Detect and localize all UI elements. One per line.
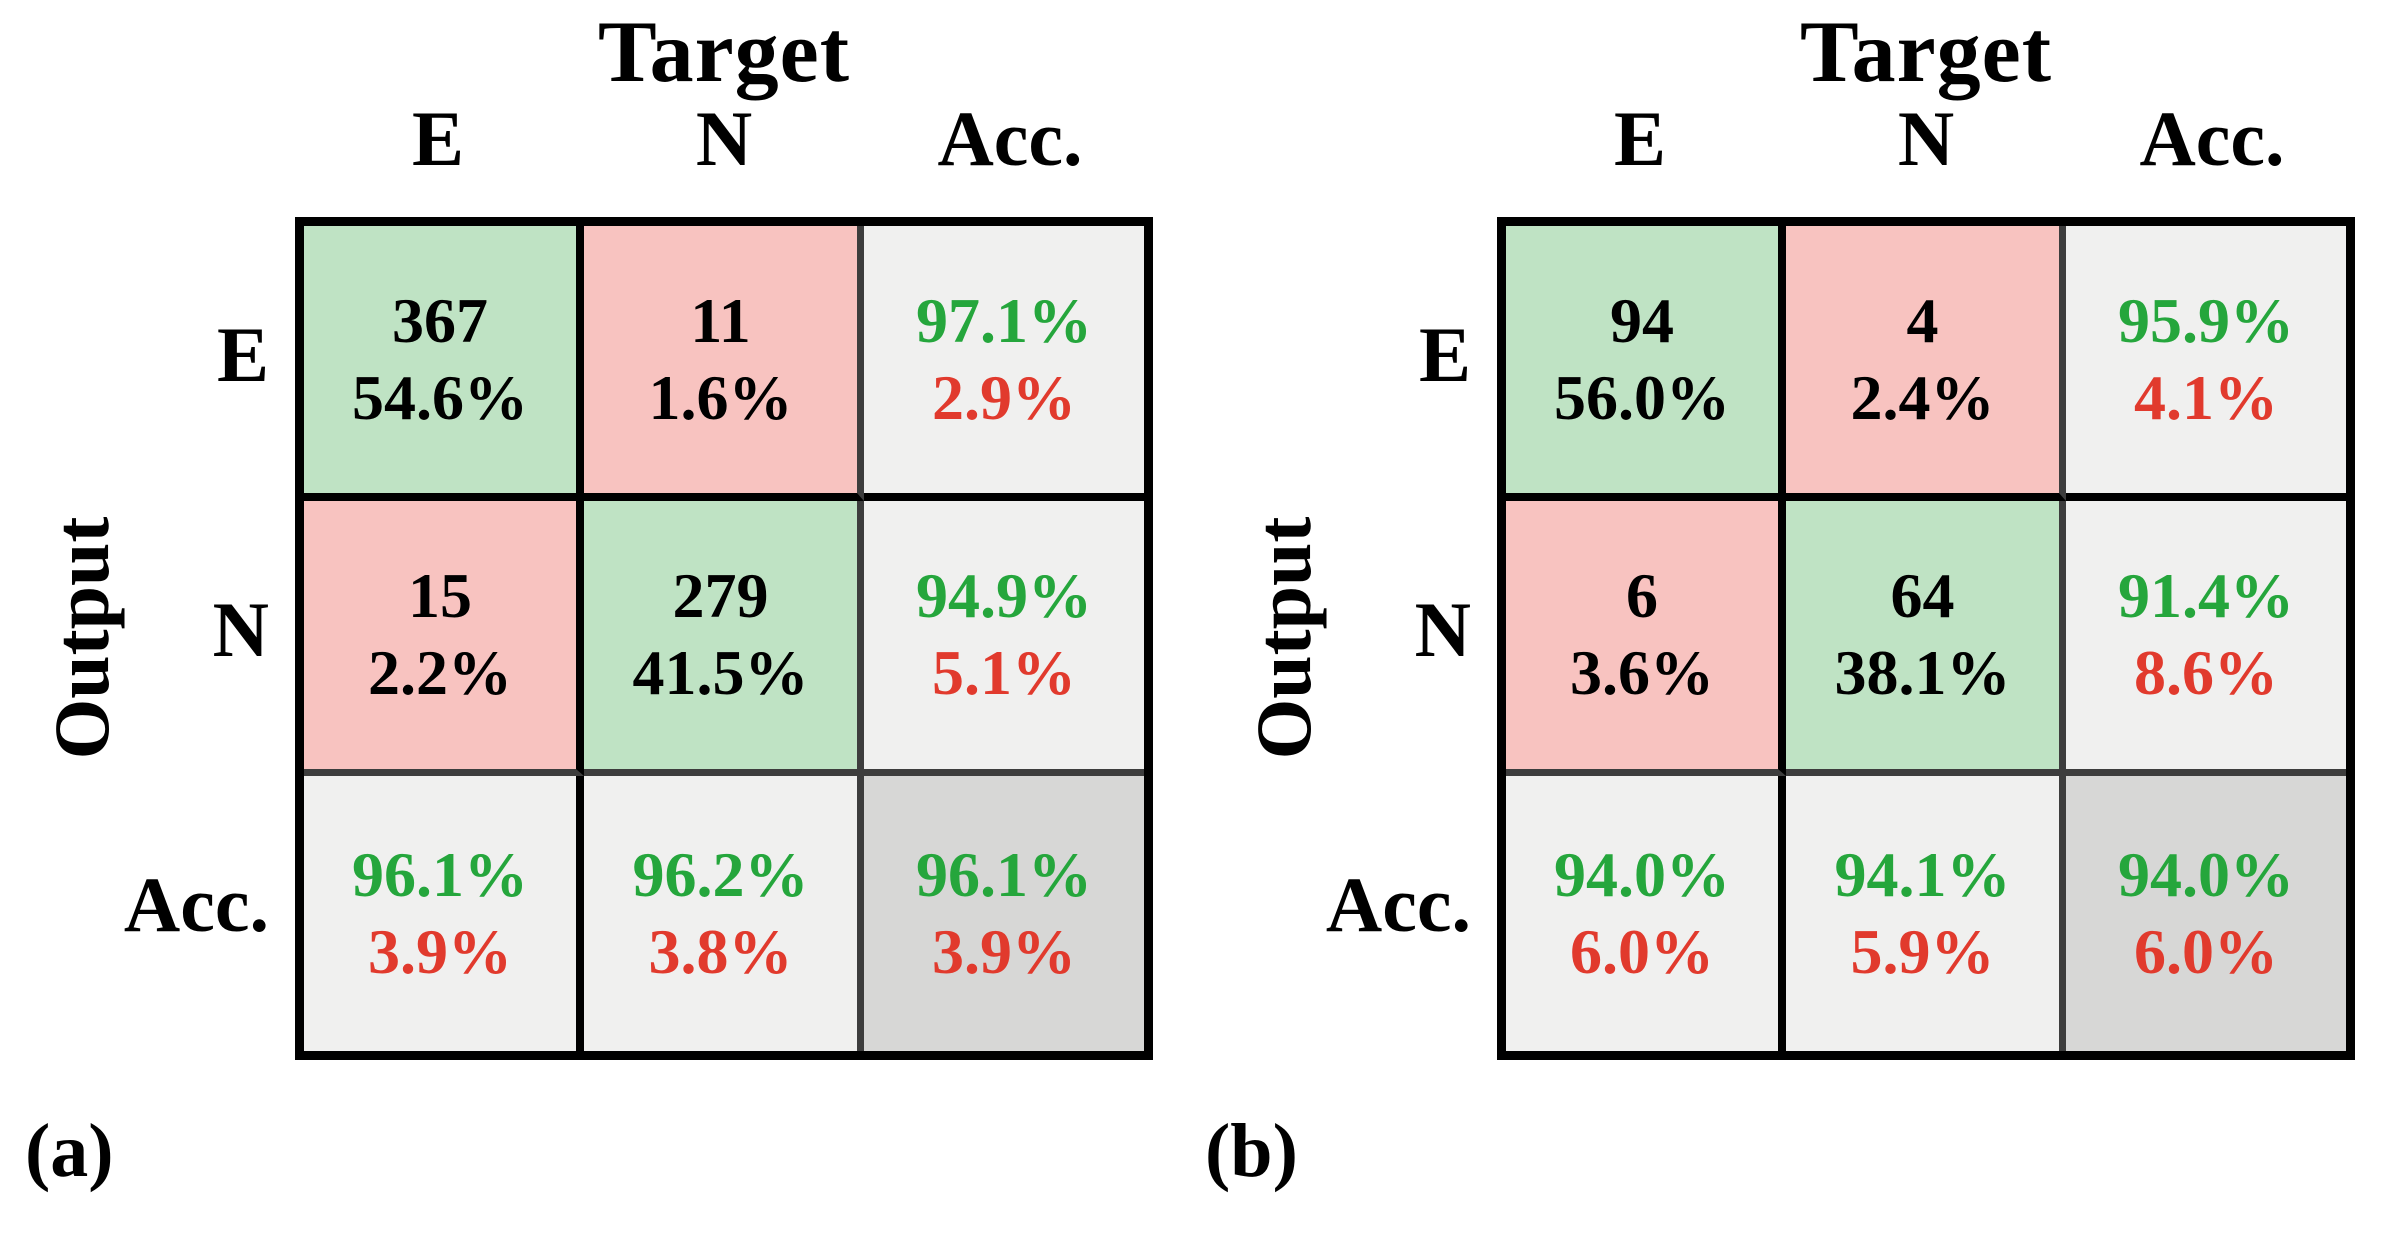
panel-b-cell-output-e-target-acc: 95.9% 4.1%	[2066, 226, 2346, 501]
panel-a-cell-output-e-target-e: 367 54.6%	[304, 226, 584, 501]
panel-b-caption: (b)	[1205, 1109, 1298, 1193]
panel-b-cell-output-e-target-n: 4 2.4%	[1786, 226, 2066, 501]
panel-b-col-header-n: N	[1897, 95, 1955, 182]
cell-value-line2: 54.6%	[352, 361, 528, 433]
panel-a-row-headers: E N Acc.	[110, 217, 285, 1042]
panel-a-target-title: Target	[597, 4, 851, 101]
cell-value-line2: 6.0%	[1570, 915, 1714, 987]
cell-value-line2: 3.9%	[368, 915, 512, 987]
panel-b-cell-output-acc-target-e: 94.0% 6.0%	[1506, 776, 1786, 1051]
panel-b-row-header-n: N	[1414, 585, 1471, 673]
panel-b-column-headers: E N Acc.	[1497, 100, 2355, 178]
cell-value-line2: 2.2%	[368, 637, 512, 708]
cell-value-line1: 11	[690, 284, 751, 356]
panel-a-confusion-matrix: 367 54.6% 11 1.6% 97.1% 2.9% 15 2.2% 279 41.5% 94.…	[295, 217, 1153, 1060]
cell-value-line1: 367	[392, 284, 488, 356]
panel-b-cell-output-e-target-e: 94 56.0%	[1506, 226, 1786, 501]
cell-value-line2: 41.5%	[632, 637, 809, 708]
cell-value-line1: 4	[1906, 284, 1939, 356]
cell-value-line1: 97.1%	[916, 284, 1092, 356]
panel-b-cell-output-n-target-acc: 91.4% 8.6%	[2066, 501, 2346, 776]
panel-a-cell-output-e-target-n: 11 1.6%	[584, 226, 864, 501]
panel-a-cell-output-n-target-acc: 94.9% 5.1%	[864, 501, 1144, 776]
panel-b-row-headers: E N Acc.	[1312, 217, 1487, 1042]
cell-value-line1: 96.1%	[916, 838, 1092, 910]
cell-value-line2: 3.9%	[932, 915, 1076, 987]
panel-a-row-header-n: N	[212, 585, 269, 673]
cell-value-line2: 38.1%	[1834, 637, 2011, 708]
cell-value-line1: 94.0%	[2118, 838, 2294, 910]
panel-a-cell-output-acc-target-n: 96.2% 3.8%	[584, 776, 864, 1051]
panel-b-output-axis-label: Output	[1240, 516, 1327, 760]
cell-value-line2: 2.9%	[932, 361, 1076, 433]
cell-value-line2: 4.1%	[2134, 361, 2278, 433]
panel-b-confusion-matrix: 94 56.0% 4 2.4% 95.9% 4.1% 6 3.6% 64 38.1% 91.4% 8.…	[1497, 217, 2355, 1060]
cell-value-line1: 94.1%	[1834, 838, 2011, 910]
cell-value-line1: 96.2%	[632, 838, 809, 910]
panel-a-caption: (a)	[25, 1109, 114, 1193]
panel-a-cell-output-n-target-n: 279 41.5%	[584, 501, 864, 776]
panel-b-row-header-acc: Acc.	[1325, 860, 1471, 948]
cell-value-line2: 8.6%	[2134, 637, 2278, 708]
panel-b-cell-output-n-target-e: 6 3.6%	[1506, 501, 1786, 776]
panel-a-col-header-n: N	[695, 95, 753, 182]
cell-value-line1: 15	[408, 560, 472, 632]
panel-b-cell-output-acc-target-acc: 94.0% 6.0%	[2066, 776, 2346, 1051]
cell-value-line2: 5.9%	[1850, 915, 1995, 987]
cell-value-line1: 96.1%	[352, 838, 528, 910]
panel-a-column-headers: E N Acc.	[295, 100, 1153, 178]
cell-value-line1: 94.0%	[1554, 838, 1730, 910]
panel-b-col-header-e: E	[1613, 95, 1667, 182]
panel-a-cell-output-e-target-acc: 97.1% 2.9%	[864, 226, 1144, 501]
cell-value-line1: 6	[1626, 560, 1658, 632]
panel-a-col-header-acc: Acc.	[937, 95, 1083, 182]
cell-value-line2: 3.6%	[1570, 637, 1714, 708]
panel-a-cell-output-acc-target-acc: 96.1% 3.9%	[864, 776, 1144, 1051]
cell-value-line1: 95.9%	[2118, 284, 2294, 356]
panel-a-output-axis-label: Output	[38, 516, 125, 760]
panel-a-col-header-e: E	[411, 95, 465, 182]
panel-a-row-header-e: E	[216, 310, 269, 398]
cell-value-line1: 91.4%	[2118, 560, 2294, 632]
cell-value-line1: 279	[672, 560, 769, 632]
panel-b-target-title: Target	[1799, 4, 2053, 101]
panel-a-row-header-acc: Acc.	[123, 860, 269, 948]
panel-a-cell-output-n-target-e: 15 2.2%	[304, 501, 584, 776]
cell-value-line2: 6.0%	[2134, 915, 2278, 987]
cell-value-line2: 56.0%	[1554, 361, 1730, 433]
cell-value-line2: 2.4%	[1850, 361, 1995, 433]
cell-value-line1: 94	[1610, 284, 1674, 356]
panel-b-col-header-acc: Acc.	[2139, 95, 2285, 182]
cell-value-line2: 3.8%	[648, 915, 793, 987]
cell-value-line2: 1.6%	[648, 361, 793, 433]
panel-b-cell-output-n-target-n: 64 38.1%	[1786, 501, 2066, 776]
cell-value-line1: 64	[1890, 560, 1955, 632]
panel-a-cell-output-acc-target-e: 96.1% 3.9%	[304, 776, 584, 1051]
panel-b-row-header-e: E	[1418, 310, 1471, 398]
cell-value-line2: 5.1%	[932, 637, 1076, 708]
panel-b-cell-output-acc-target-n: 94.1% 5.9%	[1786, 776, 2066, 1051]
cell-value-line1: 94.9%	[916, 560, 1092, 632]
